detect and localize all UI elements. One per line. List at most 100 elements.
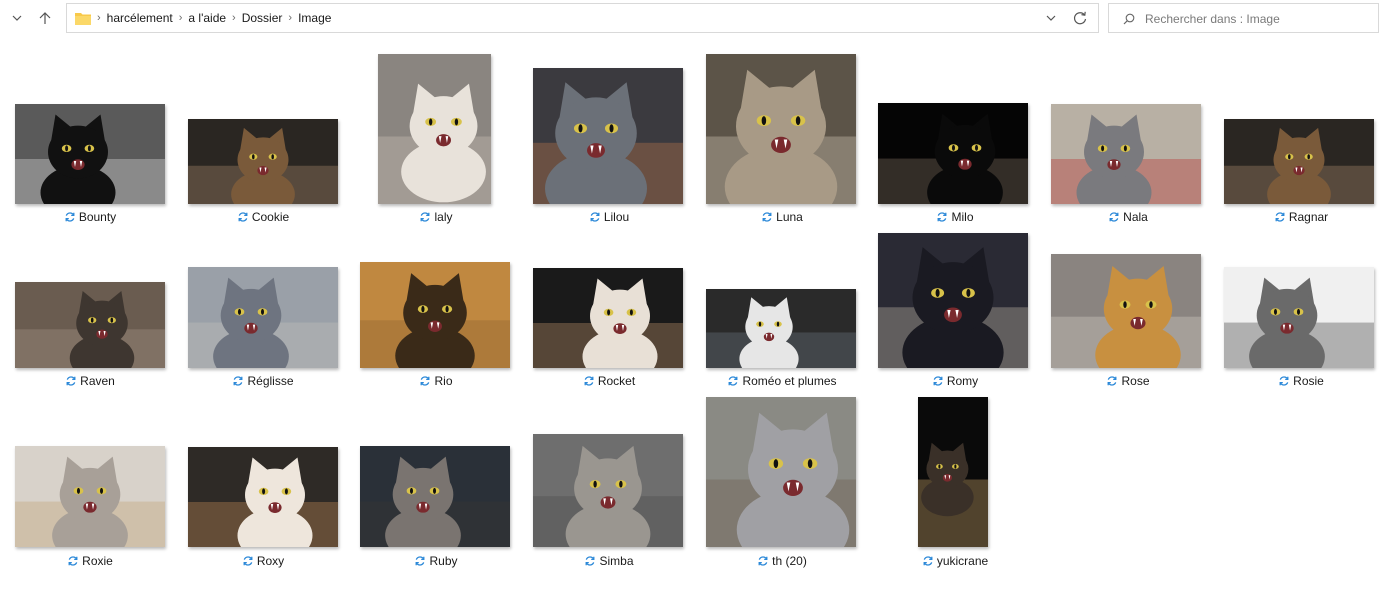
file-thumbnail[interactable] xyxy=(188,267,338,368)
navigation-bar: › harcélement › a l'aide › Dossier › Ima… xyxy=(0,0,1383,36)
file-item-romeo-et-plumes[interactable]: Roméo et plumes xyxy=(696,230,868,390)
file-item-cookie[interactable]: Cookie xyxy=(177,44,349,224)
sync-pending-icon xyxy=(1279,376,1289,386)
file-caption: Rose xyxy=(1042,373,1214,389)
cat-photo xyxy=(360,262,510,368)
file-item-rose[interactable]: Rose xyxy=(1042,230,1214,390)
file-name: Milo xyxy=(951,210,974,224)
file-name: Bounty xyxy=(78,210,117,224)
up-button[interactable] xyxy=(34,8,56,28)
cat-photo xyxy=(188,267,338,368)
file-thumbnail[interactable] xyxy=(878,233,1028,368)
file-thumbnail[interactable] xyxy=(1224,119,1374,204)
chevron-down-icon xyxy=(12,15,22,21)
file-item-roxie[interactable]: Roxie xyxy=(4,394,176,568)
file-caption: Ragnar xyxy=(1215,209,1383,225)
file-item-ragnar[interactable]: Ragnar xyxy=(1215,44,1383,224)
file-item-laly[interactable]: laly xyxy=(350,44,522,224)
file-item-simba[interactable]: Simba xyxy=(523,394,695,568)
file-thumbnail[interactable] xyxy=(15,446,165,547)
file-thumbnail[interactable] xyxy=(706,397,856,547)
sync-pending-icon xyxy=(416,556,425,566)
file-thumbnail[interactable] xyxy=(378,54,491,204)
file-thumbnail[interactable] xyxy=(188,119,338,204)
file-thumbnail[interactable] xyxy=(533,434,683,547)
file-item-raven[interactable]: Raven xyxy=(4,230,176,390)
cat-photo xyxy=(706,289,856,368)
file-thumbnail[interactable] xyxy=(878,103,1028,204)
file-item-luna[interactable]: Luna xyxy=(696,44,868,224)
breadcrumb-item-image[interactable]: Image xyxy=(298,11,332,25)
breadcrumb-item-dossier[interactable]: Dossier xyxy=(241,11,283,25)
sync-pending-icon xyxy=(584,376,594,386)
file-item-lilou[interactable]: Lilou xyxy=(523,44,695,224)
search-input[interactable] xyxy=(1145,10,1373,28)
file-caption: Rosie xyxy=(1215,373,1383,389)
file-name: Luna xyxy=(776,210,803,224)
file-item-nala[interactable]: Nala xyxy=(1042,44,1214,224)
cat-photo xyxy=(533,434,683,547)
file-thumbnail[interactable] xyxy=(15,104,165,204)
file-caption: Roméo et plumes xyxy=(696,373,868,389)
file-thumbnail[interactable] xyxy=(533,68,683,204)
file-item-milo[interactable]: Milo xyxy=(869,44,1041,224)
file-caption: Luna xyxy=(696,209,868,225)
file-item-rosie[interactable]: Rosie xyxy=(1215,230,1383,390)
cat-photo xyxy=(533,68,683,204)
cat-photo xyxy=(918,397,988,547)
file-item-reglisse[interactable]: Réglisse xyxy=(177,230,349,390)
breadcrumb-separator: › xyxy=(178,12,183,24)
breadcrumb: › harcélement › a l'aide › Dossier › Ima… xyxy=(97,4,331,32)
file-caption: Milo xyxy=(869,209,1041,225)
file-name: Simba xyxy=(599,554,634,568)
file-caption: Raven xyxy=(4,373,176,389)
file-caption: Bounty xyxy=(4,209,176,225)
file-item-th-20[interactable]: th (20) xyxy=(696,394,868,568)
file-thumbnail[interactable] xyxy=(1051,254,1201,368)
chevron-down-icon[interactable] xyxy=(1044,12,1058,24)
refresh-icon[interactable] xyxy=(1072,10,1088,26)
file-thumbnail[interactable] xyxy=(360,262,510,368)
breadcrumb-separator: › xyxy=(97,12,101,24)
file-name: Roxie xyxy=(82,554,113,568)
file-item-yukicrane[interactable]: yukicrane xyxy=(869,394,1041,568)
file-caption: Lilou xyxy=(523,209,695,225)
file-name: Cookie xyxy=(251,210,290,224)
file-caption: Romy xyxy=(869,373,1041,389)
sync-pending-icon xyxy=(1108,376,1117,386)
file-thumbnail[interactable] xyxy=(1051,104,1201,204)
file-caption: Ruby xyxy=(350,553,522,569)
file-item-bounty[interactable]: Bounty xyxy=(4,44,176,224)
file-thumbnail[interactable] xyxy=(360,446,510,547)
cat-photo xyxy=(1224,119,1374,204)
cat-photo xyxy=(878,233,1028,368)
file-item-roxy[interactable]: Roxy xyxy=(177,394,349,568)
file-name: th (20) xyxy=(772,554,807,568)
breadcrumb-item-a-l-aide[interactable]: a l'aide xyxy=(188,11,227,25)
file-item-ruby[interactable]: Ruby xyxy=(350,394,522,568)
sync-pending-icon xyxy=(762,212,772,222)
address-bar[interactable]: › harcélement › a l'aide › Dossier › Ima… xyxy=(66,3,1099,33)
file-thumbnail[interactable] xyxy=(188,447,338,547)
file-item-rocket[interactable]: Rocket xyxy=(523,230,695,390)
sync-pending-icon xyxy=(586,556,595,566)
file-thumbnail[interactable] xyxy=(706,289,856,368)
sync-pending-icon xyxy=(234,376,243,386)
file-caption: laly xyxy=(350,209,522,225)
file-item-rio[interactable]: Rio xyxy=(350,230,522,390)
recent-locations-button[interactable] xyxy=(6,8,28,28)
cat-photo xyxy=(1051,104,1201,204)
file-thumbnail[interactable] xyxy=(918,397,988,547)
file-name: laly xyxy=(434,210,453,224)
file-caption: Rocket xyxy=(523,373,695,389)
sync-pending-icon xyxy=(65,212,75,222)
file-thumbnail[interactable] xyxy=(533,268,683,368)
file-thumbnail[interactable] xyxy=(1224,267,1374,368)
file-item-romy[interactable]: Romy xyxy=(869,230,1041,390)
file-name: Romy xyxy=(946,374,979,388)
file-thumbnail[interactable] xyxy=(706,54,856,204)
breadcrumb-item-harcelement[interactable]: harcélement xyxy=(106,11,173,25)
search-box[interactable] xyxy=(1108,3,1379,33)
file-thumbnail[interactable] xyxy=(15,282,165,368)
